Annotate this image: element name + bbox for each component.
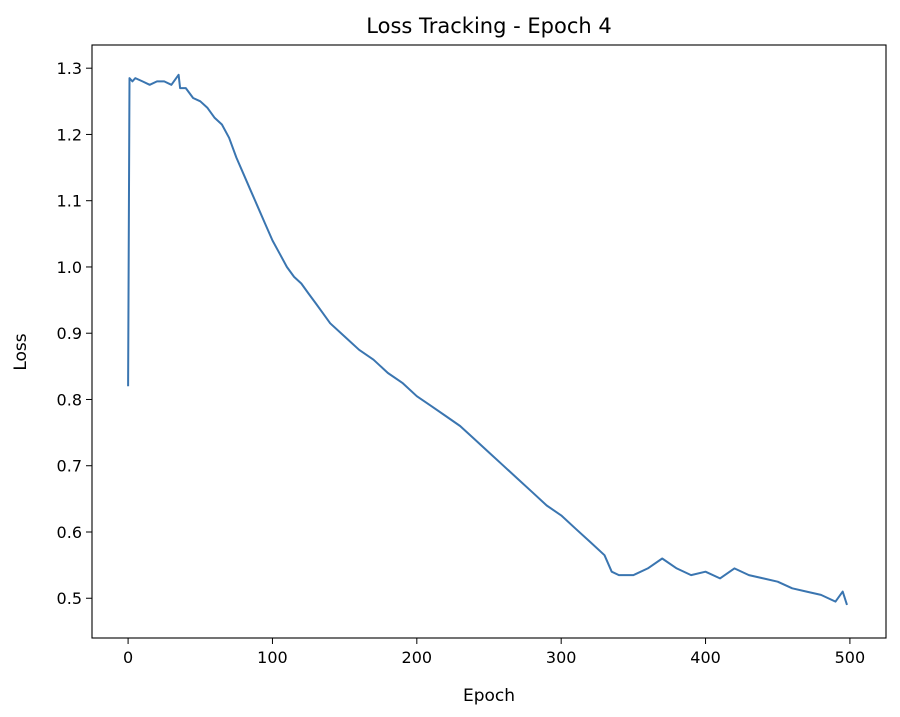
y-tick-label: 1.2 xyxy=(57,125,82,144)
y-tick-label: 1.0 xyxy=(57,258,82,277)
y-tick-label: 0.7 xyxy=(57,457,82,476)
y-tick-label: 1.3 xyxy=(57,59,82,78)
y-axis-label: Loss xyxy=(11,333,31,370)
y-tick-label: 0.9 xyxy=(57,324,82,343)
y-tick-label: 0.6 xyxy=(57,523,82,542)
axes-frame xyxy=(91,44,887,639)
y-tick-label: 1.1 xyxy=(57,192,82,211)
chart-title: Loss Tracking - Epoch 4 xyxy=(366,14,611,38)
x-tick-label: 100 xyxy=(257,648,288,667)
y-tick-label: 0.5 xyxy=(57,589,82,608)
x-tick-label: 0 xyxy=(123,648,133,667)
x-tick-label: 500 xyxy=(835,648,866,667)
x-tick-label: 400 xyxy=(690,648,721,667)
x-axis-label: Epoch xyxy=(463,686,515,706)
x-tick-label: 300 xyxy=(546,648,577,667)
loss-series-line xyxy=(127,73,848,606)
x-axis-ticks: 0 100 200 300 400 500 xyxy=(123,638,865,667)
y-tick-label: 0.8 xyxy=(57,390,82,409)
y-axis-ticks: 0.5 0.6 0.7 0.8 0.9 1.0 1.1 1.2 1.3 xyxy=(57,59,92,608)
x-tick-label: 200 xyxy=(402,648,433,667)
plot-area xyxy=(127,73,848,606)
